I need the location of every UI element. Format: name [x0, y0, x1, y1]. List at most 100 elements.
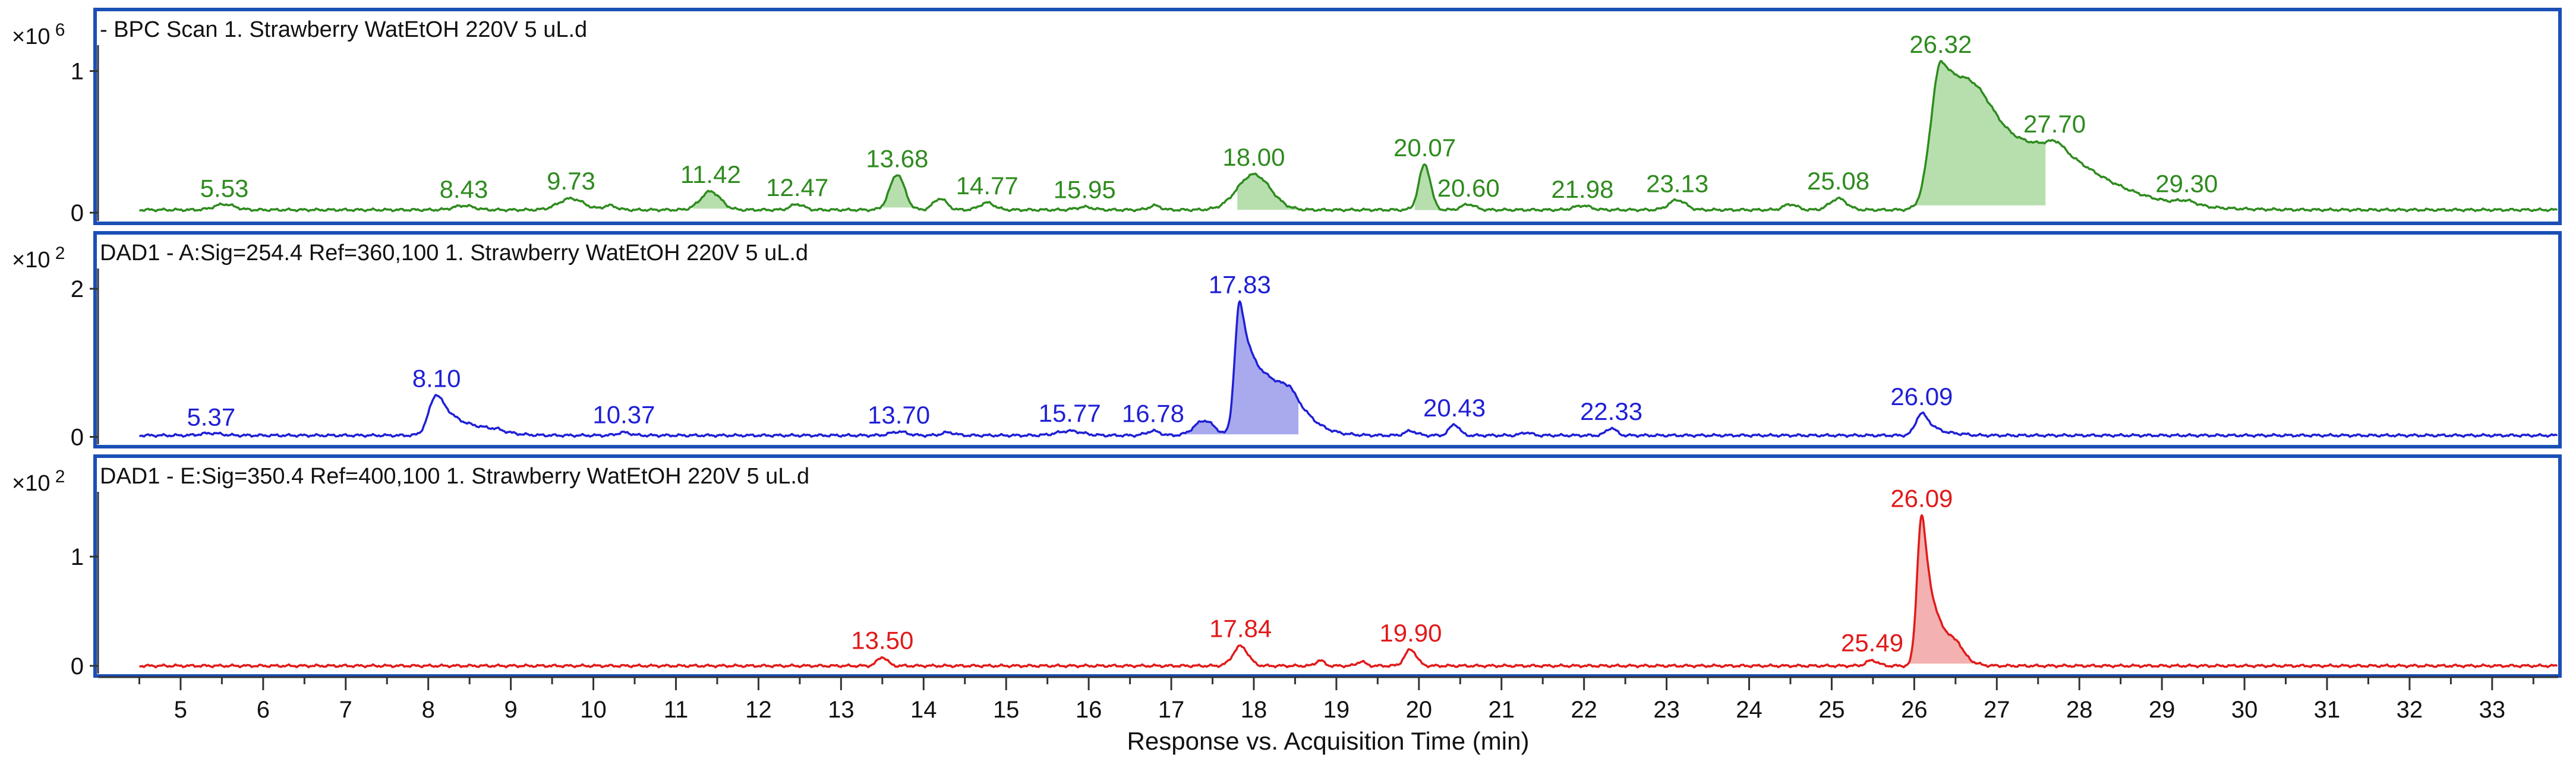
x-tick-label: 31: [2314, 697, 2341, 723]
x-tick-label: 29: [2149, 697, 2175, 723]
x-tick-label: 14: [910, 697, 937, 723]
y-scale-exponent: 6: [50, 20, 65, 40]
integrated-peak-area: [1172, 301, 1298, 437]
x-tick-label: 9: [505, 697, 518, 723]
y-scale-factor: ×10 6: [12, 20, 65, 49]
peak-label: 9.73: [547, 167, 595, 195]
x-axis-ticks: 5 6 7 8 9 10 11 12 13 14 15 16 17 18 19 20 21 22 23 24 25 26 2…: [138, 677, 2534, 723]
peak-label: 10.37: [592, 401, 655, 429]
x-tick-label: 33: [2479, 697, 2506, 723]
x-tick-label: 28: [2066, 697, 2093, 723]
peak-label: 26.32: [1909, 30, 1972, 58]
x-tick-label: 16: [1076, 697, 1102, 723]
x-axis: 5 6 7 8 9 10 11 12 13 14 15 16 17 18 19 20 21 22 23 24 25 26 2…: [98, 676, 2558, 755]
x-tick-label: 20: [1406, 697, 1433, 723]
panel-bpc: - BPC Scan 1. Strawberry WatEtOH 220V 5 …: [12, 8, 2562, 226]
integrated-peak-area: [1914, 61, 2046, 206]
y-tick-label: 1: [71, 59, 84, 85]
x-tick-label: 24: [1736, 697, 1762, 723]
peak-label: 29.30: [2155, 169, 2218, 197]
panel-title: - BPC Scan 1. Strawberry WatEtOH 220V 5 …: [100, 17, 587, 42]
peak-label: 17.83: [1209, 270, 1271, 298]
peak-label: 13.50: [851, 627, 913, 655]
x-tick-label: 5: [174, 697, 187, 723]
peak-label: 23.13: [1646, 170, 1708, 198]
peak-label: 25.08: [1807, 167, 1869, 195]
panel-title: DAD1 - E:Sig=350.4 Ref=400,100 1. Strawb…: [100, 464, 809, 489]
x-tick-label: 19: [1323, 697, 1350, 723]
x-tick-label: 26: [1901, 697, 1928, 723]
peak-label: 18.00: [1222, 143, 1285, 171]
y-scale-exponent: 2: [50, 467, 65, 486]
y-tick-label: 1: [71, 544, 84, 570]
x-tick-label: 30: [2231, 697, 2258, 723]
peak-label: 5.37: [187, 403, 235, 431]
panels-layer: - BPC Scan 1. Strawberry WatEtOH 220V 5 …: [12, 8, 2562, 680]
y-tick-label: 2: [71, 276, 84, 302]
peak-label: 12.47: [766, 173, 828, 201]
y-scale-base: ×10: [12, 248, 50, 273]
peak-label: 19.90: [1379, 619, 1442, 647]
peak-label: 15.95: [1054, 175, 1116, 203]
x-tick-label: 23: [1653, 697, 1680, 723]
x-tick-label: 17: [1158, 697, 1185, 723]
series-line-bpc: [139, 60, 2558, 213]
peak-label: 13.70: [868, 401, 930, 429]
peak-label: 27.70: [2023, 110, 2086, 138]
y-scale-factor: ×10 2: [12, 467, 65, 496]
integrated-peak-area: [1237, 173, 1377, 211]
y-scale-factor: ×10 2: [12, 244, 65, 273]
panel-title: DAD1 - A:Sig=254.4 Ref=360,100 1. Strawb…: [100, 241, 808, 266]
x-tick-label: 25: [1818, 697, 1845, 723]
y-tick-label: 0: [71, 425, 84, 451]
peak-label: 13.68: [866, 144, 928, 172]
peak-label: 5.53: [200, 175, 249, 203]
y-scale-base: ×10: [12, 471, 50, 496]
peak-label: 22.33: [1580, 397, 1642, 425]
x-tick-label: 11: [664, 697, 689, 723]
peak-label: 8.10: [412, 364, 461, 392]
peak-label: 26.09: [1890, 383, 1953, 410]
peak-label: 14.77: [956, 172, 1019, 200]
x-tick-label: 32: [2397, 697, 2423, 723]
integrated-peak-area: [883, 175, 916, 208]
peak-label: 26.09: [1890, 484, 1953, 512]
y-scale-exponent: 2: [50, 244, 65, 263]
integrated-peak-area: [693, 191, 734, 209]
series-line-dad-a: [139, 300, 2558, 438]
x-tick-label: 13: [828, 697, 855, 723]
x-axis-title: Response vs. Acquisition Time (min): [1127, 727, 1530, 755]
panel-frame: [93, 231, 2562, 448]
x-tick-label: 8: [422, 697, 435, 723]
x-tick-label: 12: [745, 697, 772, 723]
peak-label: 21.98: [1551, 175, 1613, 203]
peak-label: 25.49: [1841, 629, 1903, 657]
peak-label: 17.84: [1209, 615, 1272, 643]
peak-label: 16.78: [1122, 400, 1184, 428]
x-tick-label: 7: [339, 697, 352, 723]
peak-label: 20.07: [1393, 134, 1456, 162]
y-scale-base: ×10: [12, 24, 50, 49]
x-tick-label: 6: [257, 697, 270, 723]
x-tick-label: 10: [580, 697, 607, 723]
peak-label: 15.77: [1039, 399, 1101, 427]
peak-label: 11.42: [680, 160, 741, 188]
x-tick-label: 15: [993, 697, 1020, 723]
panel-frame: [93, 454, 2562, 678]
x-tick-label: 27: [1984, 697, 2010, 723]
panel-dad-e: DAD1 - E:Sig=350.4 Ref=400,100 1. Strawb…: [12, 454, 2562, 680]
peak-label: 8.43: [440, 175, 488, 203]
peak-label: 20.60: [1437, 174, 1500, 202]
integrated-peak-area: [1414, 165, 1443, 210]
y-tick-label: 0: [71, 653, 84, 680]
x-tick-label: 21: [1488, 697, 1515, 723]
series-line-dad-e: [139, 514, 2558, 669]
panel-dad-a: DAD1 - A:Sig=254.4 Ref=360,100 1. Strawb…: [12, 231, 2562, 451]
x-tick-label: 18: [1241, 697, 1267, 723]
panel-frame: [93, 8, 2562, 225]
y-tick-label: 0: [71, 200, 84, 226]
peak-label: 20.43: [1423, 394, 1486, 422]
x-tick-label: 22: [1571, 697, 1597, 723]
